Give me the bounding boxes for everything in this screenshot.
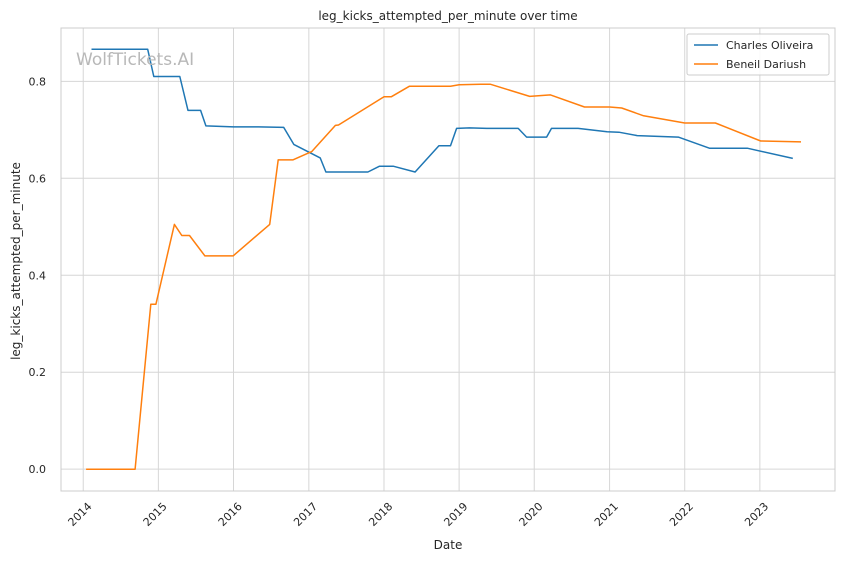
grid (61, 28, 835, 491)
legend: Charles Oliveira Beneil Dariush (686, 33, 830, 76)
y-tick-label: 0.0 (29, 463, 47, 476)
x-tick-label: 2016 (216, 500, 245, 529)
x-tick-label: 2022 (667, 500, 696, 529)
y-axis-ticks: 0.0 0.2 0.4 0.6 0.8 (29, 75, 47, 476)
plot-frame (60, 27, 836, 492)
series-line-charles-oliveira (91, 48, 793, 173)
x-tick-label: 2021 (592, 500, 621, 529)
x-tick-label: 2015 (141, 500, 170, 529)
y-tick-label: 0.6 (29, 172, 47, 185)
legend-box (686, 33, 830, 76)
series-lines (86, 48, 802, 470)
x-tick-label: 2023 (742, 500, 771, 529)
series-line-beneil-dariush (86, 83, 802, 470)
x-tick-label: 2017 (291, 500, 320, 529)
x-tick-label: 2019 (441, 500, 470, 529)
x-tick-label: 2020 (517, 500, 546, 529)
watermark-text: WolfTickets.AI (76, 50, 194, 70)
chart-title: leg_kicks_attempted_per_minute over time (318, 9, 577, 23)
x-axis-label: Date (434, 538, 463, 552)
y-axis-label: leg_kicks_attempted_per_minute (9, 162, 23, 360)
legend-label-beneil-dariush: Beneil Dariush (726, 58, 806, 71)
x-tick-label: 2018 (366, 500, 395, 529)
y-tick-label: 0.2 (29, 366, 47, 379)
y-tick-label: 0.8 (29, 75, 47, 88)
legend-label-charles-oliveira: Charles Oliveira (726, 39, 813, 52)
x-axis-ticks: 2014 2015 2016 2017 2018 2019 2020 2021 2022 2023 (66, 500, 772, 529)
x-tick-label: 2014 (66, 500, 95, 529)
y-tick-label: 0.4 (29, 269, 47, 282)
